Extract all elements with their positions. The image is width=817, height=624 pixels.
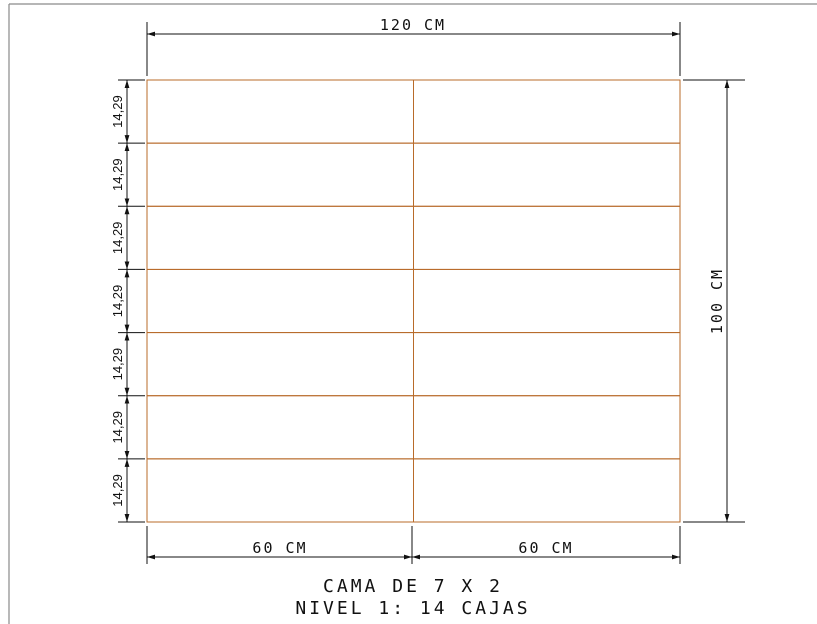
box-cell: [413, 268, 681, 334]
box-cell: [413, 142, 681, 207]
box-cell: [413, 205, 681, 270]
box-cell: [146, 142, 414, 207]
box-cell: [413, 395, 681, 460]
box-cell: [413, 458, 681, 523]
row-dim-label: 14,29: [110, 285, 125, 318]
box-cell: [413, 332, 681, 397]
height-dim-label: 100 CM: [708, 268, 726, 334]
box-cell: [146, 205, 414, 270]
width-dim-label: 120 CM: [380, 16, 446, 34]
col-dim-label-1: 60 CM: [252, 539, 307, 557]
width-dimension: 120 CM: [146, 16, 681, 76]
row-dim-label: 14,29: [110, 348, 125, 381]
row-dimensions: 14,29 14,29 14,29 14,29 14,29 14,29 14,29: [110, 79, 145, 523]
row-dim-label: 14,29: [110, 474, 125, 507]
box-cell: [146, 458, 414, 523]
caption-line-1: CAMA DE 7 X 2: [323, 576, 503, 597]
height-dimension: 100 CM: [683, 79, 745, 523]
row-dim-label: 14,29: [110, 222, 125, 255]
column-dimensions: 60 CM 60 CM: [146, 526, 681, 564]
col-dim-label-2: 60 CM: [518, 539, 573, 557]
caption-line-2: NIVEL 1: 14 CAJAS: [295, 598, 530, 619]
row-dim-label: 14,29: [110, 411, 125, 444]
box-cell: [146, 79, 414, 144]
box-cell: [146, 395, 414, 460]
row-dim-label: 14,29: [110, 95, 125, 128]
box-cell: [146, 332, 414, 397]
box-cell: [413, 79, 681, 144]
box-cell: [146, 268, 414, 334]
box-grid: [146, 79, 681, 523]
row-dim-label: 14,29: [110, 158, 125, 191]
